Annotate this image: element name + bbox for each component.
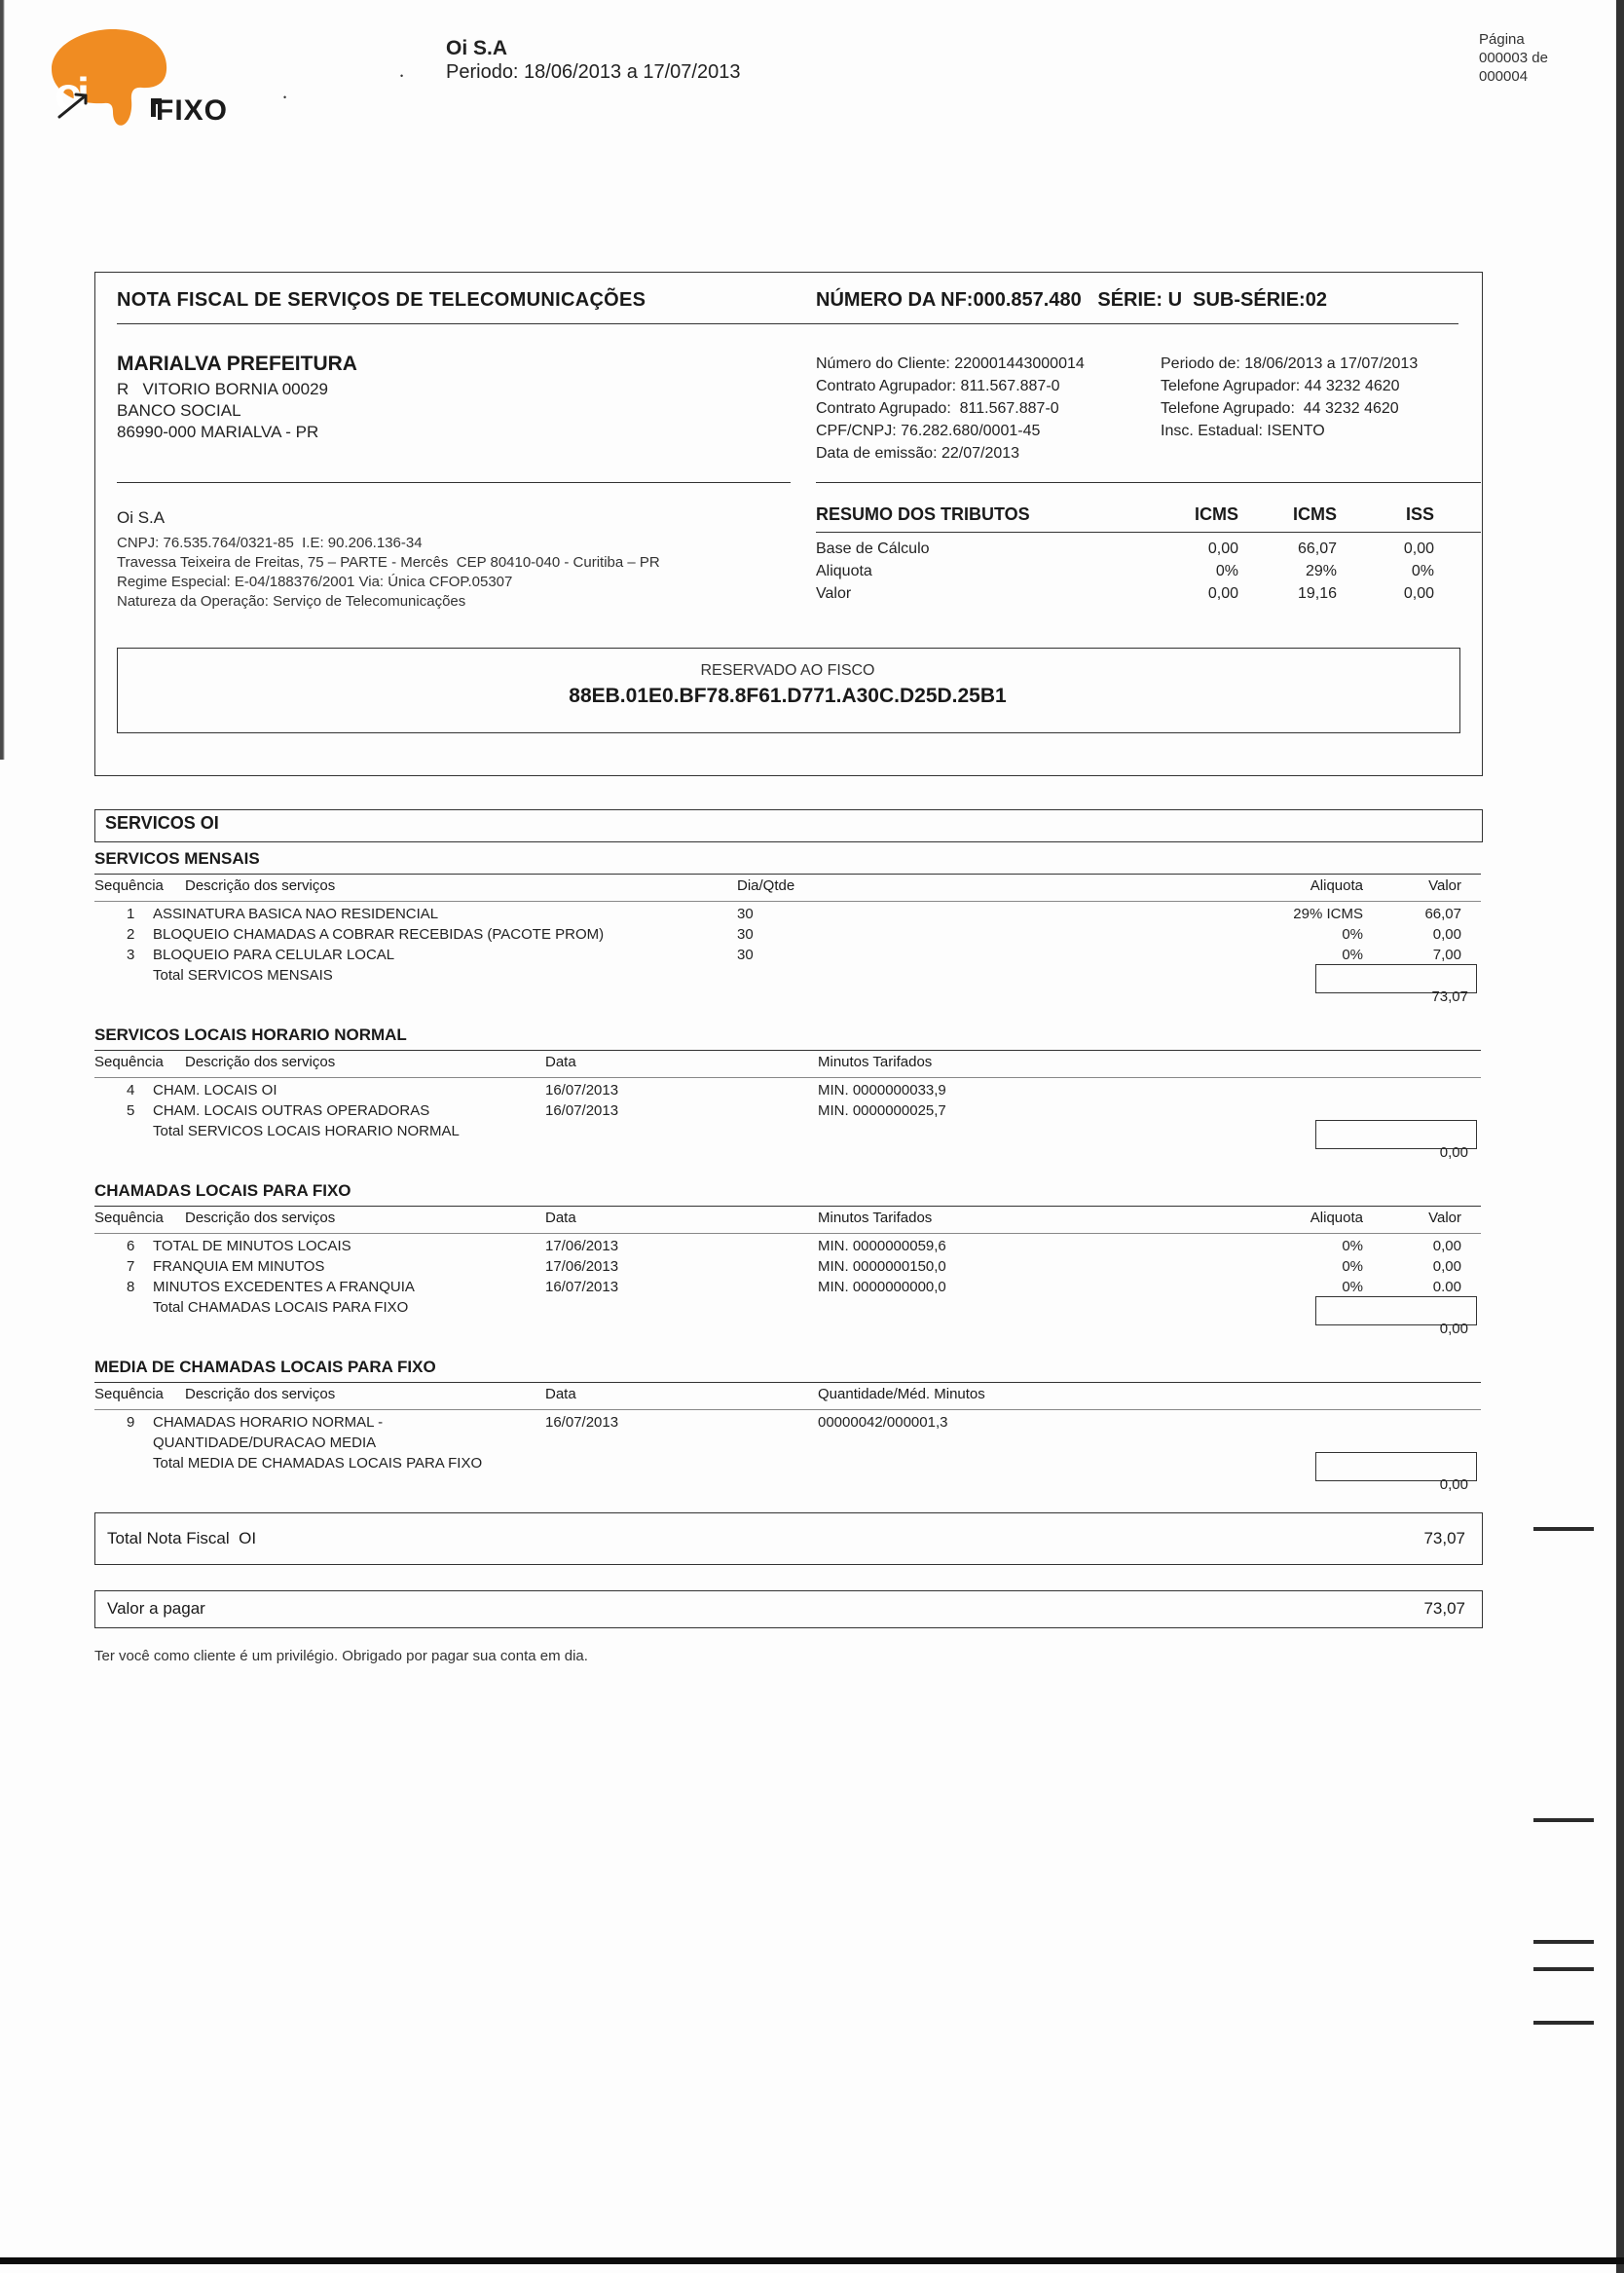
svg-text:FIXO: FIXO bbox=[156, 94, 228, 127]
svg-text:oi: oi bbox=[55, 68, 87, 119]
